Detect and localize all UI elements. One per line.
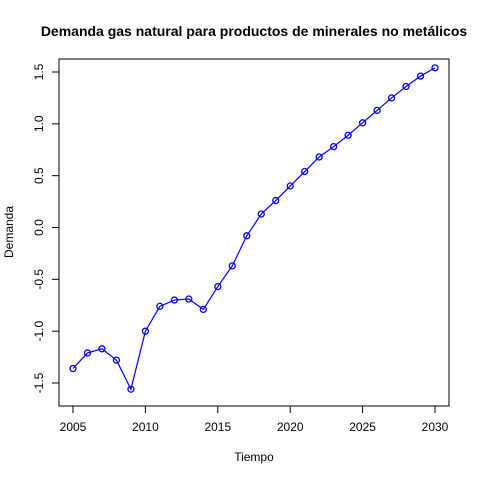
x-tick-label: 2010 — [132, 420, 159, 434]
x-tick-label: 2030 — [422, 420, 449, 434]
y-axis: -1.5 -1.0 -0.5 0.0 0.5 1.0 1.5 — [32, 63, 60, 393]
data-point — [358, 119, 367, 127]
data-point — [69, 364, 77, 373]
x-axis: 2005 2010 2015 2020 2025 2030 — [60, 405, 449, 434]
y-tick-label: 0.5 — [32, 167, 46, 184]
x-tick-label: 2005 — [60, 420, 87, 434]
data-point — [214, 282, 222, 291]
data-point — [199, 305, 207, 314]
y-tick-label: 0.0 — [32, 219, 46, 236]
data-point — [112, 356, 121, 364]
data-point — [373, 106, 381, 115]
y-tick-label: -0.5 — [32, 269, 46, 290]
data-point — [127, 385, 135, 393]
y-tick-label: 1.5 — [32, 63, 46, 80]
data-point — [170, 296, 179, 304]
data-point — [387, 94, 396, 102]
data-point — [228, 262, 236, 270]
data-point — [286, 182, 294, 190]
data-point — [272, 196, 280, 205]
data-point — [83, 349, 92, 357]
y-tick-label: -1.5 — [32, 372, 46, 393]
data-point — [344, 131, 352, 139]
data-point — [185, 295, 193, 303]
data-point — [141, 327, 150, 335]
data-point — [156, 302, 164, 310]
data-point — [329, 142, 338, 151]
x-tick-label: 2020 — [277, 420, 304, 434]
x-axis-label: Tiempo — [234, 450, 274, 464]
x-tick-label: 2025 — [349, 420, 376, 434]
y-tick-label: 1.0 — [32, 115, 46, 132]
data-point — [402, 82, 410, 91]
y-axis-label: Demanda — [2, 206, 16, 258]
x-tick-label: 2015 — [204, 420, 231, 434]
data-point — [257, 210, 265, 218]
data-point — [301, 167, 309, 176]
data-point — [431, 64, 439, 72]
series-demanda — [69, 64, 439, 393]
data-point — [315, 153, 323, 161]
y-tick-label: -1.0 — [32, 321, 46, 342]
data-point — [98, 345, 106, 353]
chart-title: Demanda gas natural para productos de mi… — [41, 23, 468, 39]
series-line — [72, 67, 436, 391]
plot-frame — [58, 58, 450, 407]
data-point — [416, 72, 425, 80]
data-point — [243, 232, 251, 240]
